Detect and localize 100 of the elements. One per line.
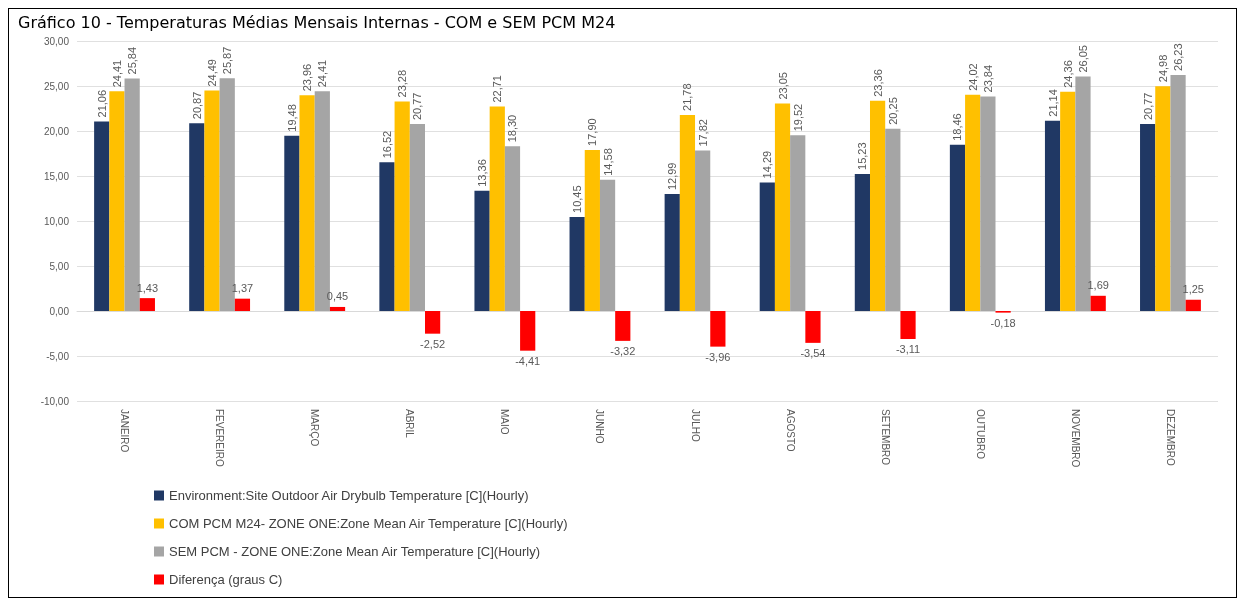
data-label: 21,14 (1046, 89, 1059, 117)
bar (774, 103, 791, 311)
x-tick-label: NOVEMBRO (1069, 409, 1081, 468)
bar (109, 91, 125, 311)
legend-label: Diferença (graus C) (169, 572, 283, 587)
bar (1185, 299, 1201, 311)
x-tick-label: DEZEMBRO (1164, 409, 1176, 466)
data-label: 21,06 (95, 89, 108, 118)
y-tick-label: 25,00 (43, 80, 70, 92)
bar (379, 162, 395, 311)
bar (234, 298, 251, 311)
bar (504, 146, 521, 311)
x-tick-label: OUTUBRO (974, 409, 986, 460)
data-label: 22,71 (491, 75, 504, 103)
legend-label: SEM PCM - ZONE ONE:Zone Mean Air Temperature [C](Hourly) (169, 544, 541, 559)
legend-label: COM PCM M24- ZONE ONE:Zone Mean Air Temperature [C](Hourly) (169, 516, 568, 531)
bar (965, 94, 981, 311)
data-label: 24,49 (206, 59, 219, 87)
bar (790, 135, 806, 311)
bar (94, 121, 110, 311)
data-label: 20,77 (411, 92, 424, 121)
x-tick-label: ABRIL (404, 409, 416, 439)
bar (584, 149, 600, 311)
data-label: 24,36 (1061, 60, 1074, 88)
bar (759, 182, 775, 311)
x-tick-label: MAIO (499, 409, 511, 435)
data-label: 25,84 (126, 46, 139, 75)
data-label: 1,43 (136, 281, 159, 294)
data-label: 10,45 (571, 185, 584, 213)
data-label: 19,48 (285, 104, 298, 132)
x-tick-label: SETEMBRO (879, 409, 891, 466)
y-tick-label: 0,00 (49, 305, 70, 317)
data-label: 13,36 (476, 159, 489, 187)
bar (520, 311, 536, 351)
bar (900, 311, 916, 339)
bar (1155, 86, 1171, 311)
data-label: -3,96 (705, 351, 731, 364)
x-tick-label: MARÇO (309, 409, 321, 447)
data-label: 17,82 (696, 119, 709, 147)
bar (885, 128, 901, 311)
data-label: 0,45 (326, 290, 349, 303)
bar (425, 311, 441, 334)
data-label: -0,18 (990, 317, 1016, 330)
data-label: 23,28 (396, 69, 409, 98)
bar (870, 100, 886, 311)
data-label: 24,02 (966, 63, 979, 91)
bar (189, 123, 205, 311)
data-label: 21,78 (681, 83, 694, 111)
y-tick-label: -5,00 (46, 350, 70, 362)
data-label: 15,23 (856, 142, 869, 170)
bar (980, 96, 996, 311)
bar (949, 144, 966, 311)
bar (1140, 124, 1156, 311)
x-tick-label: JANEIRO (119, 409, 131, 453)
data-label: 23,84 (981, 64, 994, 93)
data-label: 23,36 (871, 69, 884, 97)
data-label: -3,11 (895, 343, 921, 356)
bar (204, 90, 220, 311)
y-tick-label: 10,00 (43, 215, 70, 227)
data-label: 14,29 (761, 150, 774, 179)
bar (489, 106, 505, 311)
data-label: 25,87 (221, 46, 234, 75)
x-tick-label: JUNHO (594, 409, 606, 444)
bar (854, 173, 870, 311)
x-tick-label: FEVEREIRO (214, 409, 226, 468)
y-tick-label: -10,00 (40, 395, 70, 407)
bar (695, 150, 711, 311)
data-label: 23,05 (776, 72, 789, 100)
data-label: -3,54 (800, 347, 826, 360)
bar (299, 95, 315, 311)
bar (599, 179, 616, 311)
bar (569, 216, 585, 311)
bar (284, 135, 300, 311)
data-label: 24,41 (316, 59, 329, 88)
data-label: 24,41 (110, 59, 123, 88)
y-tick-label: 20,00 (43, 125, 70, 137)
bar (139, 298, 155, 311)
data-label: 23,96 (301, 63, 314, 92)
bar (679, 114, 696, 311)
bar (1060, 91, 1076, 311)
data-label: -3,32 (610, 345, 636, 358)
bar (1044, 120, 1061, 311)
data-label: 1,37 (231, 282, 254, 295)
data-label: 20,25 (886, 97, 899, 125)
bar (329, 306, 346, 311)
bar (710, 311, 726, 347)
bar (664, 194, 680, 311)
data-label: 18,30 (506, 114, 519, 143)
chart-title: Gráfico 10 - Temperaturas Médias Mensais Internas - COM e SEM PCM M24 (18, 12, 616, 32)
data-label: 20,87 (190, 91, 203, 120)
x-tick-label: AGOSTO (784, 409, 796, 452)
data-label: -4,41 (515, 355, 541, 368)
data-label: 14,58 (601, 148, 614, 176)
bar (474, 190, 490, 311)
data-label: 26,05 (1076, 45, 1089, 73)
y-tick-label: 15,00 (43, 170, 70, 182)
bar (1090, 295, 1106, 311)
data-label: 26,23 (1172, 43, 1185, 71)
data-label: 17,90 (586, 118, 599, 146)
data-label: 16,52 (380, 130, 393, 159)
